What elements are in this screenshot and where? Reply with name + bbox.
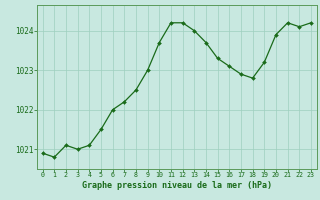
- X-axis label: Graphe pression niveau de la mer (hPa): Graphe pression niveau de la mer (hPa): [82, 181, 272, 190]
